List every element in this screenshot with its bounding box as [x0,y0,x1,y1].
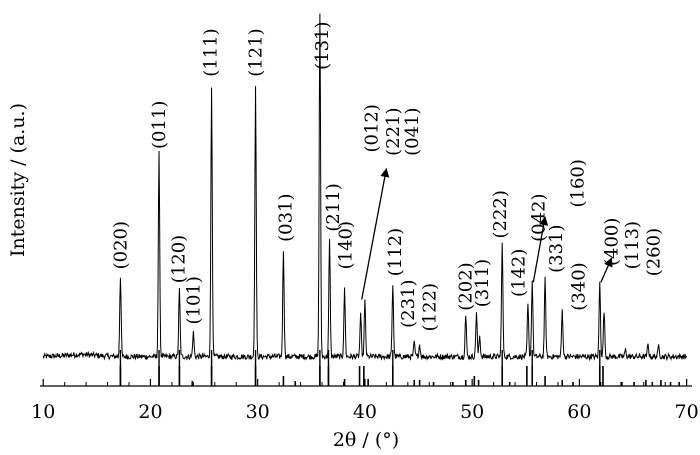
peak-label: (122) [419,283,440,331]
peak-label: (120) [168,235,189,283]
x-tick-label: 30 [246,401,270,423]
peak-label: (140) [336,221,357,269]
peak-label: (400) [602,218,623,266]
peak-label: (111) [201,28,222,76]
peak-label: (221) [383,107,404,155]
x-tick-label: 20 [138,401,162,423]
annotation-arrow [600,257,613,283]
peak-label: (340) [568,262,589,310]
peak-label: (113) [622,221,643,269]
plot-area [42,13,688,362]
peak-label: (331) [546,224,567,272]
x-tick-label: 70 [675,401,699,423]
peak-label: (260) [643,228,664,276]
peak-label: (012) [361,104,382,152]
peak-label: (231) [398,279,419,327]
peak-label: (160) [567,159,588,207]
y-axis-title: Intensity / (a.u.) [7,103,29,257]
peak-label: (311) [472,259,493,307]
peak-label: (142) [508,249,529,297]
xrd-pattern-line [42,13,688,362]
reference-pattern [119,350,680,386]
x-tick-label: 60 [567,401,591,423]
peak-label: (020) [110,221,131,269]
peak-label: (131) [312,21,333,69]
peak-label: (202) [456,262,477,310]
annotation-arrow [532,216,549,283]
x-tick-label: 10 [31,401,55,423]
peak-label: (011) [149,101,170,149]
peak-label: (121) [246,28,267,76]
peak-label: (112) [385,228,406,276]
x-tick-label: 40 [353,401,377,423]
peak-label: (031) [276,193,297,241]
peak-labels: (020) (011) (120)(101) (111) (121) (031) (131)… [110,21,664,331]
peak-label: (101) [183,276,204,324]
annotation-arrow [361,167,390,300]
peak-label: (222) [490,190,511,238]
x-axis-title: 2θ / (°) [333,429,399,451]
peak-label: (041) [402,107,423,155]
peak-label: (211) [323,183,344,231]
x-axis: 10 20 30 40 50 60 70 [31,379,699,423]
x-tick-label: 50 [460,401,484,423]
